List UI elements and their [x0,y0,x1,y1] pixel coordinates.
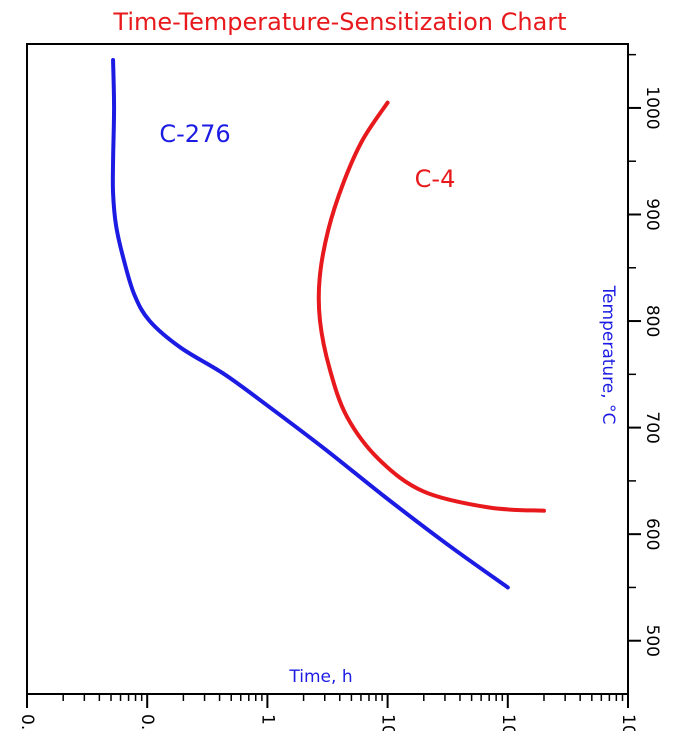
x-tick-label: 10 [378,714,398,731]
y-tick-label: 500 [642,624,662,656]
series-label-c-276: C-276 [159,120,230,148]
series-layer: C-276 C-4 [110,57,546,590]
y-tick-label: 900 [642,198,662,230]
x-tick-label: 0.1 [137,714,157,731]
plot-frame [26,43,629,695]
y-axis: 500 600 700 800 900 1000 [628,53,662,657]
x-tick-label: 1000 [618,714,638,731]
y-tick-label: 1000 [642,86,662,129]
x-axis-label: Time, h [288,667,352,687]
series-line-c-4 [316,100,546,513]
x-tick-label: 0.01 [17,714,37,731]
x-tick-label: 1 [257,714,277,725]
y-tick-label: 800 [642,305,662,337]
y-axis-label: Temperature, °C [598,285,618,425]
x-tick-label: 100 [498,714,518,731]
y-tick-label: 700 [642,411,662,443]
y-tick-label: 600 [642,518,662,550]
x-axis: 0.01 0.1 1 10 100 1000 [17,694,638,731]
series-label-c-4: C-4 [415,165,456,193]
chart-title: Time-Temperature-Sensitization Chart [112,8,566,36]
series-line-c-276 [110,57,510,590]
